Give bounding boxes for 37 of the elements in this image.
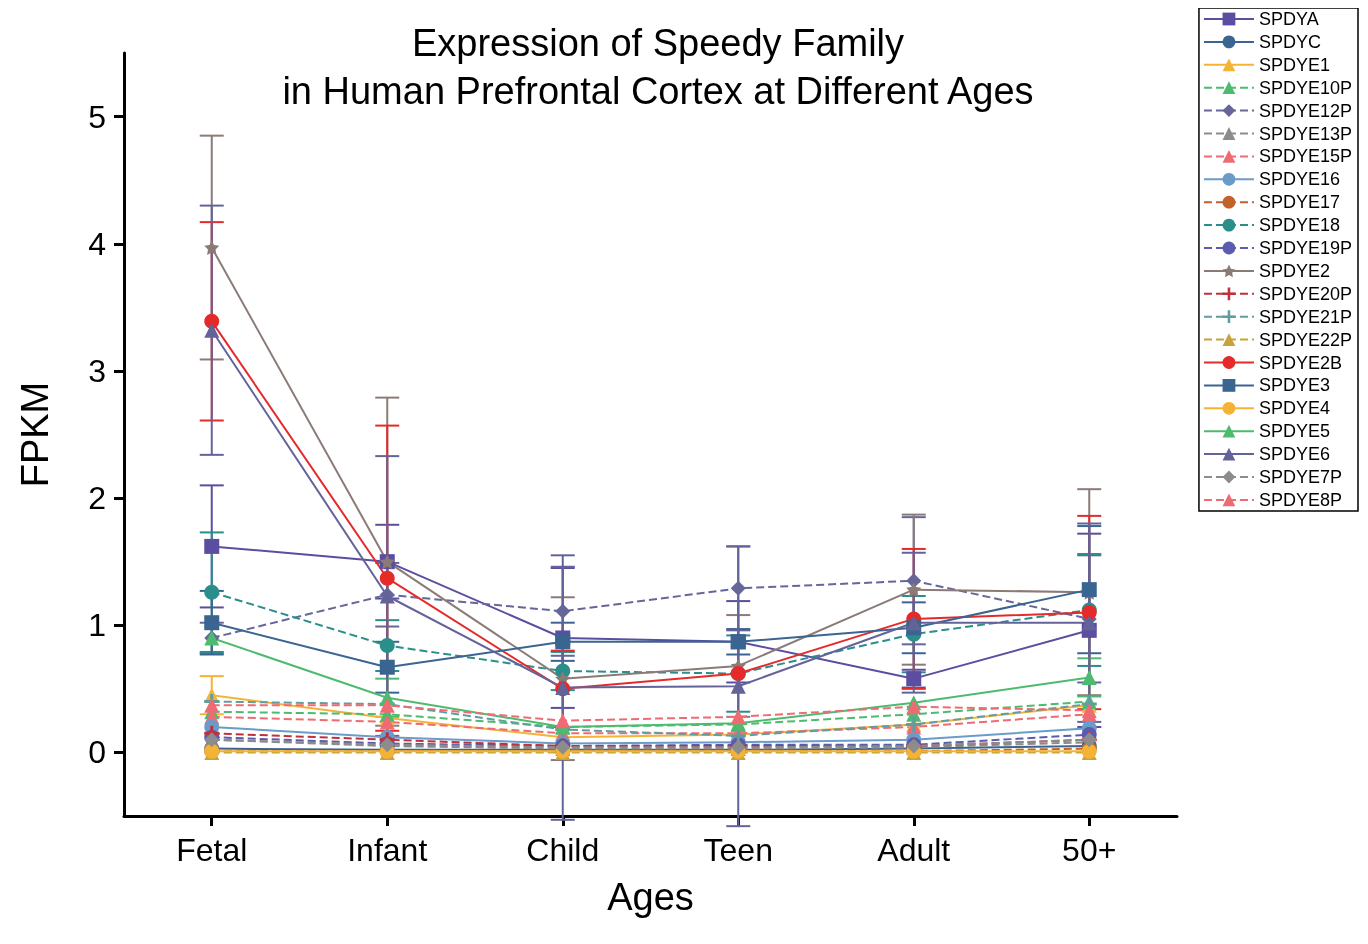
x-axis-title: Ages: [607, 876, 694, 918]
y-tick-label: 1: [88, 607, 106, 644]
legend-label: SPDYE10P: [1258, 77, 1353, 98]
x-tick-label: Child: [526, 832, 600, 868]
legend-label: SPDYE16: [1258, 169, 1340, 190]
x-tick-label: Teen: [703, 832, 773, 868]
x-tick-label: Adult: [877, 832, 951, 868]
legend-label: SPDYE12P: [1258, 100, 1353, 121]
y-tick-label: 5: [88, 98, 106, 135]
legend-label: SPDYC: [1258, 31, 1321, 52]
y-tick-label: 4: [88, 225, 106, 262]
y-axis-title: FPKM: [14, 381, 56, 488]
legend-label: SPDYE5: [1258, 421, 1330, 442]
legend-label: SPDYE6: [1258, 444, 1330, 465]
legend-label: SPDYE19P: [1258, 238, 1353, 258]
legend-label: SPDYE20P: [1258, 283, 1353, 304]
legend-label: SPDYE4: [1258, 398, 1330, 419]
y-tick-label: 0: [88, 734, 106, 771]
x-tick-label: Infant: [347, 832, 428, 868]
x-tick-label: 50+: [1062, 832, 1117, 868]
legend-label: SPDYE8P: [1258, 489, 1342, 510]
legend-label: SPDYE18: [1258, 215, 1340, 236]
legend-label: SPDYE1: [1258, 54, 1330, 75]
legend-label: SPDYE2: [1258, 260, 1330, 281]
legend-label: SPDYE7P: [1258, 467, 1342, 487]
legend-label: SPDYE21P: [1258, 306, 1353, 327]
legend-label: SPDYE17: [1258, 192, 1340, 213]
legend-label: SPDYE22P: [1258, 329, 1353, 350]
x-tick-label: Fetal: [176, 832, 248, 868]
legend-label: SPDYE2B: [1258, 352, 1342, 373]
y-tick-label: 2: [88, 480, 106, 517]
legend-label: SPDYE13P: [1258, 123, 1353, 144]
legend-label: SPDYE3: [1258, 375, 1330, 396]
legend-label: SPDYA: [1258, 9, 1319, 29]
legend-label: SPDYE15P: [1258, 146, 1353, 167]
chart-title: Expression of Speedy Family in Human Prefrontal Cortex at Different Ages: [282, 22, 1034, 112]
y-tick-label: 3: [88, 352, 106, 389]
